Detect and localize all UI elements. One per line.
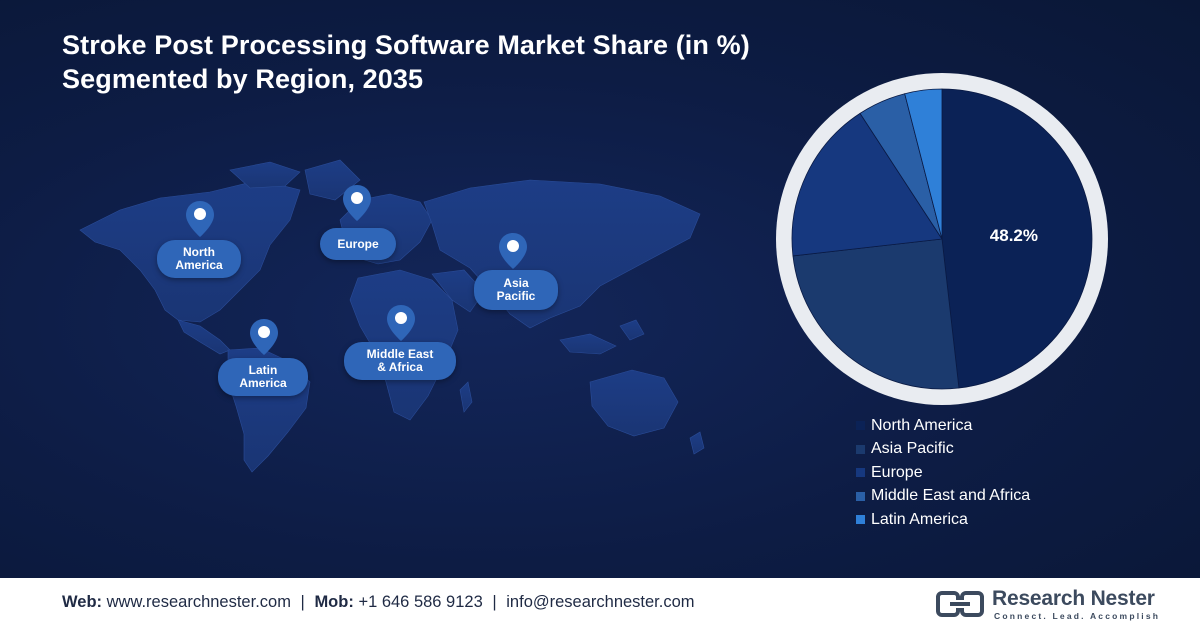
chart-legend: North America Asia Pacific Europe Middle Ea…: [856, 414, 1030, 532]
logo-tagline: Connect. Lead. Accomplish: [994, 611, 1161, 621]
legend-label: Middle East and Africa: [871, 487, 1031, 505]
latin-america-pin-icon: [250, 319, 278, 355]
infographic-panel: Stroke Post Processing Software Market S…: [0, 0, 1200, 578]
legend-swatch: [856, 421, 865, 431]
pie-slice-north-america: [941, 88, 1093, 389]
pie-slice-europe: [791, 112, 943, 257]
legend-item: North America: [856, 414, 1030, 438]
pie-slice-asia-pacific: [792, 238, 960, 390]
region-label-europe: Europe: [320, 228, 396, 260]
region-label-europe-line1: Europe: [337, 236, 379, 251]
legend-swatch: [856, 444, 865, 454]
footer-separator: |: [492, 593, 497, 611]
legend-swatch: [856, 515, 865, 525]
legend-label: North America: [871, 416, 973, 434]
region-label-north-america-line1: North: [183, 245, 215, 259]
web-label: Web:: [62, 593, 103, 611]
email-link[interactable]: info@researchnester.com: [506, 593, 695, 611]
north-america-pin-icon: [186, 201, 214, 237]
mob-value: +1 646 586 9123: [358, 593, 483, 611]
region-label-middle-east-africa: Middle East & Africa: [344, 342, 456, 380]
research-nester-logo: Research Nester Connect. Lead. Accomplis…: [936, 586, 1166, 622]
region-label-north-america-line2: America: [175, 258, 223, 272]
world-map: [79, 159, 705, 473]
region-label-asia-pacific-line2: Pacific: [496, 289, 536, 303]
legend-item: Middle East and Africa: [856, 485, 1030, 509]
region-label-latin-america: Latin America: [218, 358, 308, 396]
mob-label: Mob:: [314, 593, 354, 611]
chart-title-line1: Stroke Post Processing Software Market S…: [62, 30, 750, 60]
pie-data-label: 48.2%: [990, 226, 1038, 245]
europe-pin-icon: [343, 185, 371, 221]
pie-chart: 48.2%: [776, 73, 1108, 405]
logo-name: Research Nester: [992, 587, 1155, 610]
region-label-middle-east-africa-line1: Middle East: [366, 347, 434, 361]
legend-label: Latin America: [871, 510, 968, 528]
legend-swatch: [856, 468, 865, 478]
legend-item: Europe: [856, 461, 1030, 485]
legend-label: Europe: [871, 463, 923, 481]
chart-title: Stroke Post Processing Software Market S…: [62, 28, 750, 96]
asia-pacific-pin-icon: [499, 233, 527, 269]
region-label-north-america: North America: [157, 240, 241, 278]
region-label-latin-america-line2: America: [239, 376, 287, 390]
australia-shape: [589, 369, 679, 437]
region-label-latin-america-line1: Latin: [248, 363, 278, 377]
pie-slice-latin-america: [904, 88, 943, 240]
logo-mark-icon: [936, 591, 984, 617]
legend-item: Latin America: [856, 508, 1030, 532]
legend-item: Asia Pacific: [856, 438, 1030, 462]
web-link[interactable]: www.researchnester.com: [106, 593, 291, 611]
chart-title-line2: Segmented by Region, 2035: [62, 64, 424, 94]
region-label-asia-pacific: Asia Pacific: [474, 270, 558, 310]
footer-contact: Web: www.researchnester.com | Mob: +1 64…: [62, 593, 695, 612]
middle-east-africa-pin-icon: [387, 305, 415, 341]
region-label-asia-pacific-line1: Asia: [503, 276, 529, 290]
footer-separator: |: [300, 593, 305, 611]
footer: Web: www.researchnester.com | Mob: +1 64…: [0, 578, 1200, 628]
legend-label: Asia Pacific: [871, 440, 954, 458]
region-label-middle-east-africa-line2: & Africa: [377, 360, 423, 374]
legend-swatch: [856, 491, 865, 501]
